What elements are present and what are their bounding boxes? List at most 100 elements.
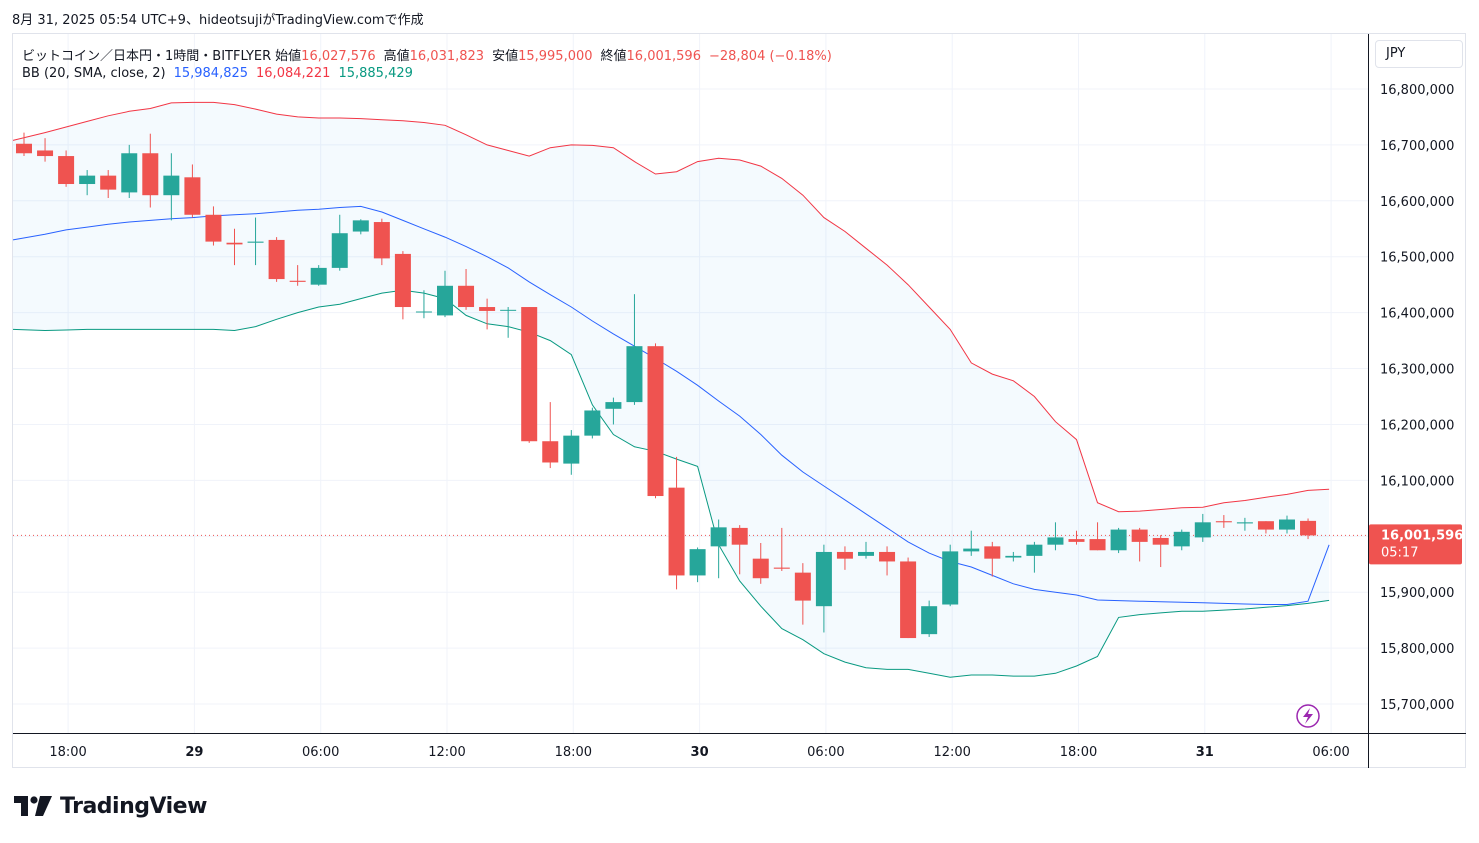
- candle: [1300, 518, 1317, 540]
- candle-body: [1279, 519, 1295, 530]
- x-tick-label: 12:00: [428, 745, 465, 760]
- candle: [37, 138, 54, 162]
- candle-body: [37, 150, 54, 157]
- legend-ohlc: ビットコイン／日本円・1時間・BITFLYER 始値16,027,576 高値16,…: [22, 45, 836, 64]
- candle-body: [1300, 520, 1317, 536]
- y-tick-label: 16,200,000: [1380, 418, 1454, 433]
- candle-body: [584, 410, 601, 436]
- candle-body: [710, 527, 727, 547]
- candle-body: [563, 435, 580, 464]
- candle: [1005, 551, 1022, 562]
- candle: [289, 265, 306, 286]
- tradingview-logo-icon: [14, 796, 52, 816]
- candle: [437, 270, 453, 318]
- candle: [247, 217, 264, 266]
- y-tick-label: 16,100,000: [1380, 474, 1454, 489]
- candle-body: [752, 558, 769, 579]
- candle: [163, 153, 180, 221]
- candle-body: [1194, 522, 1211, 538]
- candle: [731, 525, 748, 575]
- candle: [605, 397, 622, 425]
- close-label: 終値: [600, 49, 627, 64]
- lightning-icon[interactable]: [1296, 704, 1320, 728]
- candle-body: [415, 311, 432, 313]
- bollinger-bands: [12, 101, 1368, 678]
- candle-body: [331, 233, 348, 268]
- bb-upper-value: 16,084,221: [256, 66, 331, 81]
- candle: [226, 228, 243, 266]
- candle: [584, 407, 601, 439]
- candle: [1068, 530, 1085, 545]
- candle: [1089, 522, 1106, 551]
- candle-body: [500, 309, 517, 311]
- candles: [16, 132, 1317, 639]
- tradingview-logo[interactable]: TradingView: [14, 790, 207, 822]
- candle: [773, 527, 790, 571]
- bb-basis-value: 15,984,825: [173, 66, 249, 81]
- candle-body: [1047, 537, 1064, 545]
- currency-button[interactable]: JPY: [1375, 40, 1463, 68]
- x-tick-label: 31: [1196, 745, 1214, 760]
- candle: [479, 298, 496, 330]
- price-tag-value: 16,001,596: [1381, 528, 1463, 543]
- chart-frame: [12, 33, 1466, 768]
- symbol-label: ビットコイン／日本円・1時間・BITFLYER: [22, 49, 272, 64]
- bb-label: BB (20, SMA, close, 2): [22, 66, 166, 81]
- candle: [1173, 529, 1190, 551]
- candle: [647, 343, 664, 499]
- low-value: 15,995,000: [518, 49, 593, 64]
- y-tick-label: 16,600,000: [1380, 195, 1454, 210]
- x-tick-label: 18:00: [49, 745, 86, 760]
- y-tick-label: 16,400,000: [1380, 307, 1454, 322]
- candle-body: [373, 222, 390, 259]
- x-tick-label: 18:00: [555, 745, 592, 760]
- candle-body: [1257, 521, 1274, 530]
- candle: [1026, 541, 1043, 573]
- candle-body: [1152, 537, 1169, 545]
- candle: [121, 144, 138, 198]
- candle: [394, 251, 411, 320]
- candle-body: [437, 285, 453, 316]
- candle-body: [836, 551, 853, 559]
- lightning-icon-ring: [1296, 704, 1320, 728]
- candle-body: [647, 346, 664, 497]
- axes: 16,800,000 16,700,000 16,600,000 16,500,000…: [13, 34, 1466, 768]
- candle-body: [184, 177, 201, 215]
- y-tick-label: 15,700,000: [1380, 698, 1454, 713]
- bb-upper-line: [12, 101, 1330, 513]
- candle: [142, 133, 159, 208]
- x-tick-label: 30: [691, 745, 709, 760]
- candle: [1257, 521, 1274, 534]
- bb-basis-line: [12, 205, 1330, 605]
- candle-body: [121, 153, 138, 193]
- low-label: 安値: [492, 49, 519, 64]
- candle-body: [1026, 544, 1043, 556]
- candle-body: [100, 175, 117, 190]
- candle: [205, 206, 222, 246]
- candle-body: [163, 175, 180, 196]
- candle: [668, 456, 685, 590]
- candle-body: [247, 241, 264, 243]
- y-tick-label: 16,700,000: [1380, 139, 1454, 154]
- candle: [500, 307, 517, 338]
- candle: [521, 307, 538, 443]
- candle-body: [79, 175, 96, 185]
- candle: [16, 132, 32, 157]
- candle: [1152, 535, 1169, 568]
- candle-body: [542, 441, 559, 463]
- candle-body: [142, 153, 159, 196]
- candle-body: [521, 307, 538, 442]
- candle-body: [1215, 521, 1232, 523]
- candle-body: [921, 606, 938, 635]
- price-tag: [1369, 524, 1462, 565]
- candle-body: [963, 548, 980, 552]
- y-tick-label: 16,300,000: [1380, 363, 1454, 378]
- close-value: 16,001,596: [626, 49, 701, 64]
- candle: [373, 218, 390, 266]
- candle: [1131, 527, 1148, 562]
- lightning-icon-bolt: [1303, 708, 1313, 724]
- candle: [542, 402, 559, 469]
- candle-body: [1068, 539, 1085, 542]
- y-tick-label: 15,900,000: [1380, 586, 1454, 601]
